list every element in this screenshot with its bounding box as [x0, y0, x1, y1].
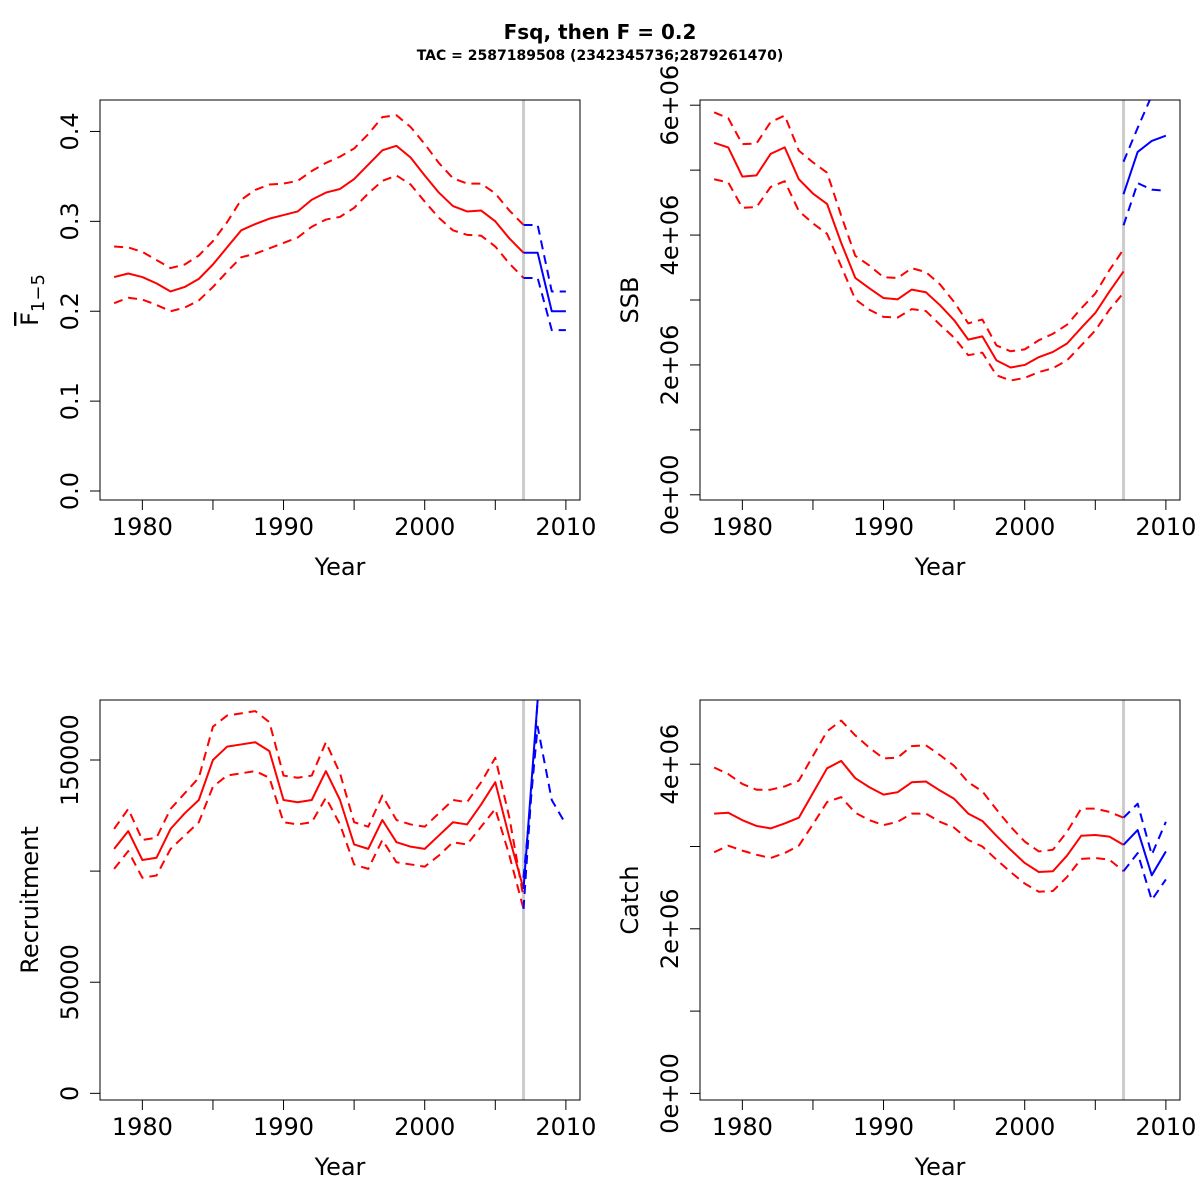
x-tick-label: 2010 [1135, 513, 1196, 541]
x-axis: 1980 1990 2000 2010 Year [112, 1099, 596, 1181]
historic-estimate-line [713, 141, 1125, 369]
x-axis: 1980 1990 2000 2010 Year [712, 499, 1196, 581]
forecast-lower-line [523, 276, 566, 332]
y-axis-label-sub: 1−5 [28, 274, 49, 312]
plot-area [713, 100, 1167, 382]
historic-upper-line [113, 710, 525, 898]
x-axis-label: Year [914, 553, 966, 581]
plot-area [713, 719, 1167, 901]
x-axis: 1980 1990 2000 2010 Year [112, 499, 596, 581]
y-tick-label: 150000 [56, 714, 84, 806]
y-tick-label: 0.4 [56, 112, 84, 150]
historic-upper-line [713, 111, 1125, 353]
x-tick-label: 2000 [994, 1113, 1055, 1141]
y-tick-label: 0.2 [56, 292, 84, 330]
forecast-lower-line [1122, 852, 1167, 901]
historic-upper-line [114, 114, 525, 270]
plot-area [113, 700, 567, 910]
panel-recruitment: 1980 1990 2000 2010 Year 0 50000 150000 Recruitm… [16, 699, 596, 1181]
y-tick-label: 0 [56, 1086, 84, 1101]
y-axis-label: F1−5 [16, 274, 49, 326]
x-tick-label: 2010 [535, 513, 596, 541]
forecast-lower-line [522, 700, 539, 909]
figure-title: Fsq, then F = 0.2 [504, 20, 697, 44]
x-tick-label: 1980 [112, 513, 173, 541]
plot-frame [99, 99, 581, 501]
forecast-lower-line [1122, 182, 1166, 226]
historic-estimate-line [714, 759, 1125, 874]
y-tick-label: 4e+06 [656, 195, 684, 276]
y-tick-label: 0.0 [56, 472, 84, 510]
x-tick-label: 2010 [1135, 1113, 1196, 1141]
x-tick-label: 2010 [535, 1113, 596, 1141]
x-axis: 1980 1990 2000 2010 Year [712, 1099, 1196, 1181]
historic-upper-line [713, 719, 1124, 853]
x-axis-label: Year [314, 1153, 366, 1181]
forecast-upper-line [1122, 100, 1151, 163]
x-tick-label: 1990 [853, 1113, 914, 1141]
plot-area [113, 114, 566, 332]
historic-estimate-line [113, 741, 525, 890]
y-tick-label: 0e+00 [656, 454, 684, 535]
x-tick-label: 1990 [253, 1113, 314, 1141]
historic-lower-line [713, 178, 1125, 382]
x-axis-label: Year [914, 1153, 966, 1181]
x-tick-label: 1990 [253, 513, 314, 541]
x-tick-label: 2000 [394, 1113, 455, 1141]
y-tick-label: 0e+00 [656, 1053, 684, 1134]
plot-frame [99, 699, 581, 1101]
historic-lower-line [113, 770, 525, 910]
x-tick-label: 1980 [112, 1113, 173, 1141]
x-tick-label: 2000 [994, 513, 1055, 541]
x-tick-label: 2000 [394, 513, 455, 541]
historic-estimate-line [113, 144, 525, 293]
y-axis: 0 50000 150000 Recruitment [16, 714, 101, 1101]
x-axis-label: Year [314, 553, 366, 581]
y-tick-label: 2e+06 [656, 325, 684, 406]
forecast-upper-line [1122, 802, 1167, 856]
x-tick-label: 1990 [853, 513, 914, 541]
historic-lower-line [113, 174, 525, 313]
y-axis-label-main: F [16, 312, 44, 326]
forecast-estimate-line [523, 251, 566, 313]
y-axis: 0.0 0.1 0.2 0.3 0.4 F1−5 [16, 112, 101, 510]
forecast-upper-line [523, 223, 566, 293]
y-tick-label: 4e+06 [656, 724, 684, 805]
panel-ssb: 1980 1990 2000 2010 Year 0e+00 2e+06 4e+06 6e+06… [616, 65, 1196, 581]
forecast-estimate-line [1122, 134, 1167, 195]
panel-catch: 1980 1990 2000 2010 Year 0e+00 2e+06 4e+06 Catch [616, 699, 1196, 1181]
y-axis-label: SSB [616, 277, 644, 324]
forecast-estimate-line [1122, 829, 1167, 877]
y-axis: 0e+00 2e+06 4e+06 6e+06 SSB [616, 65, 701, 535]
y-tick-label: 0.3 [56, 202, 84, 240]
x-tick-label: 1980 [712, 1113, 773, 1141]
y-tick-label: 2e+06 [656, 888, 684, 969]
historic-lower-line [713, 796, 1125, 893]
y-axis-label: Catch [616, 865, 644, 934]
x-tick-label: 1980 [712, 513, 773, 541]
y-tick-label: 50000 [56, 944, 84, 1020]
figure-subtitle: TAC = 2587189508 (2342345736;2879261470) [417, 48, 784, 64]
y-tick-label: 6e+06 [656, 65, 684, 146]
plot-frame [699, 699, 1181, 1101]
y-axis-label: Recruitment [16, 826, 44, 973]
y-tick-label: 0.1 [56, 382, 84, 420]
plot-frame [699, 99, 1181, 501]
panel-fbar: 1980 1990 2000 2010 Year 0.0 0.1 0.2 0.3 0.4 F1−5 [16, 99, 596, 581]
y-axis: 0e+00 2e+06 4e+06 Catch [616, 724, 701, 1134]
